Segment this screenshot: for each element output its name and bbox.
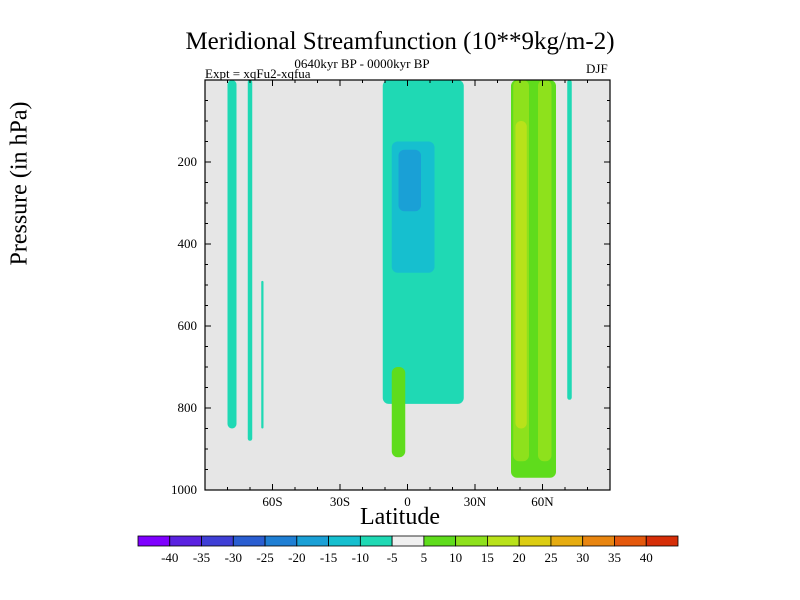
colorbar-label: -35 <box>193 550 210 565</box>
contour-region-1 <box>247 80 253 441</box>
colorbar-swatch-7 <box>359 535 393 547</box>
chart-subtitle: 0640kyr BP - 0000kyr BP <box>294 56 430 71</box>
colorbar-swatch-5 <box>296 535 329 547</box>
colorbar-swatch-6 <box>328 535 361 547</box>
colorbar-label: -20 <box>288 550 305 565</box>
colorbar-label: -15 <box>320 550 337 565</box>
y-tick-label: 600 <box>178 318 198 333</box>
colorbar-swatch-3 <box>232 535 266 547</box>
x-tick-label: 0 <box>404 494 411 509</box>
colorbar-swatch-10 <box>455 535 488 547</box>
colorbar-swatch-4 <box>264 535 298 547</box>
colorbar-label: 20 <box>513 550 526 565</box>
contour-region-6 <box>391 367 406 458</box>
colorbar-swatch-1 <box>169 535 202 547</box>
y-tick-label: 200 <box>178 154 198 169</box>
colorbar-label: 5 <box>421 550 428 565</box>
colorbar-label: 30 <box>576 550 589 565</box>
colorbar-swatch-16 <box>645 535 679 547</box>
y-tick-label: 1000 <box>171 482 197 497</box>
colorbar-swatch-0 <box>137 535 171 547</box>
colorbar-label: 15 <box>481 550 494 565</box>
contour-region-11 <box>567 80 572 400</box>
colorbar-label: -5 <box>387 550 398 565</box>
colorbar-label: -25 <box>256 550 273 565</box>
x-tick-label: 60N <box>531 494 554 509</box>
colorbar-swatch-9 <box>423 535 457 547</box>
contour-region-2 <box>261 280 264 429</box>
season-label: DJF <box>586 61 608 76</box>
experiment-label: Expt = xqFu2-xqfua <box>205 66 311 81</box>
colorbar-label: 25 <box>544 550 557 565</box>
colorbar-label: 40 <box>640 550 653 565</box>
colorbar-swatch-14 <box>582 535 615 547</box>
x-tick-label: 30S <box>330 494 350 509</box>
colorbar-label: -10 <box>352 550 369 565</box>
x-tick-label: 30N <box>464 494 487 509</box>
colorbar-swatch-13 <box>550 535 584 547</box>
contour-region-10 <box>515 121 527 429</box>
x-axis-label: Latitude <box>360 504 440 530</box>
chart-title: Meridional Streamfunction (10**9kg/m-2) <box>185 28 615 55</box>
contour-region-0 <box>227 80 237 429</box>
colorbar-label: -40 <box>161 550 178 565</box>
x-tick-label: 60S <box>262 494 282 509</box>
colorbar-swatch-11 <box>487 535 520 547</box>
y-tick-label: 800 <box>178 400 198 415</box>
colorbar-swatch-2 <box>201 535 234 547</box>
colorbar-swatch-15 <box>614 535 647 547</box>
colorbar-swatch-8 <box>391 535 425 547</box>
colorbar-label: 10 <box>449 550 462 565</box>
colorbar-label: 35 <box>608 550 621 565</box>
colorbar-swatch-12 <box>518 535 552 547</box>
colorbar-label: -30 <box>225 550 242 565</box>
y-tick-label: 400 <box>178 236 198 251</box>
contour-region-9 <box>538 80 552 462</box>
contour-region-5 <box>398 149 421 212</box>
